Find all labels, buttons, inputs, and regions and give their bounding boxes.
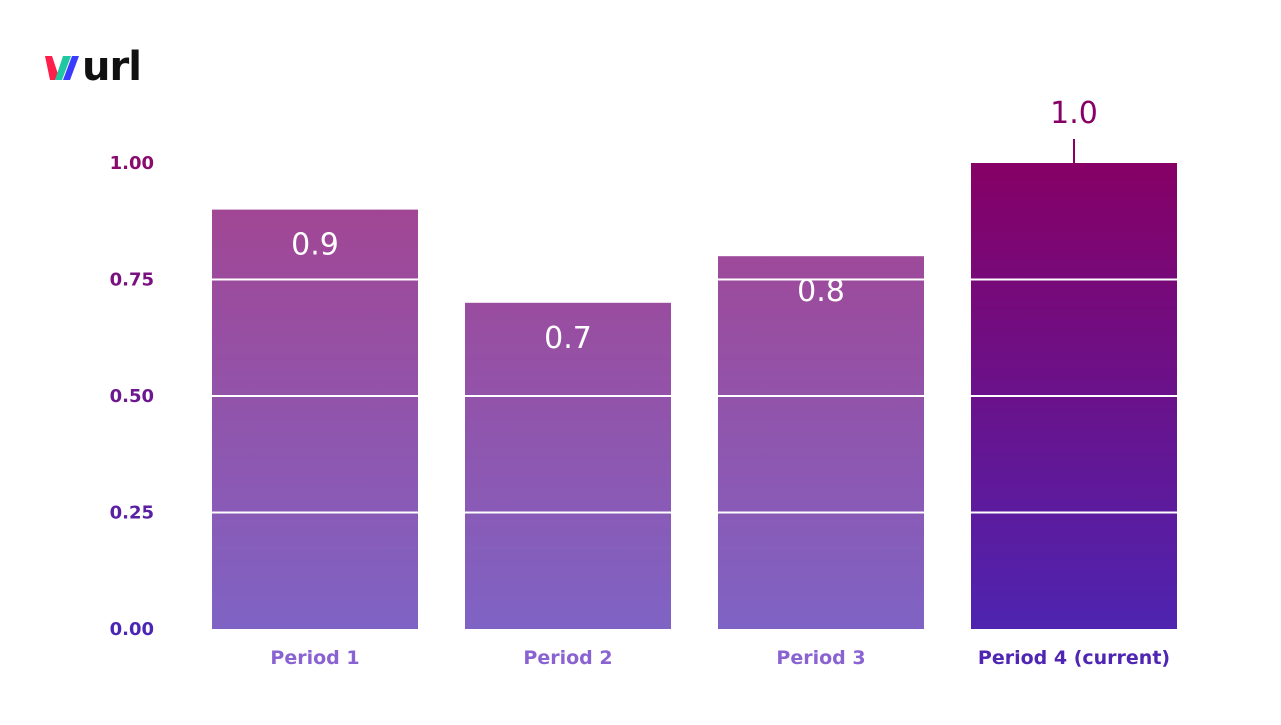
wurl-logo: wurl url [45,44,142,90]
gridlines [212,278,1177,514]
data-label: 0.8 [797,274,845,309]
y-tick-label: 0.75 [110,270,154,291]
x-tick-label: Period 1 [270,647,359,669]
data-label: 0.7 [544,321,592,356]
data-label: 0.9 [291,228,339,263]
x-tick-label: Period 4 (current) [978,647,1170,669]
y-tick-label: 0.25 [110,503,154,524]
y-tick-label: 0.00 [110,619,154,640]
x-tick-label: Period 3 [776,647,865,669]
y-tick-label: 1.00 [110,153,154,174]
y-axis-ticks: 0.00 0.25 0.50 0.75 1.00 [110,153,154,640]
data-label: 1.0 [1050,96,1098,131]
logo-w-icon [45,56,79,80]
data-labels: 0.9 0.7 0.8 1.0 [291,96,1098,356]
y-tick-label: 0.50 [110,386,154,407]
bar [212,209,418,629]
logo-rest-letters: url [82,44,141,90]
bar [718,256,924,629]
x-axis-labels: Period 1 Period 2 Period 3 Period 4 (curren… [270,647,1170,669]
x-tick-label: Period 2 [523,647,612,669]
bar [465,302,671,629]
